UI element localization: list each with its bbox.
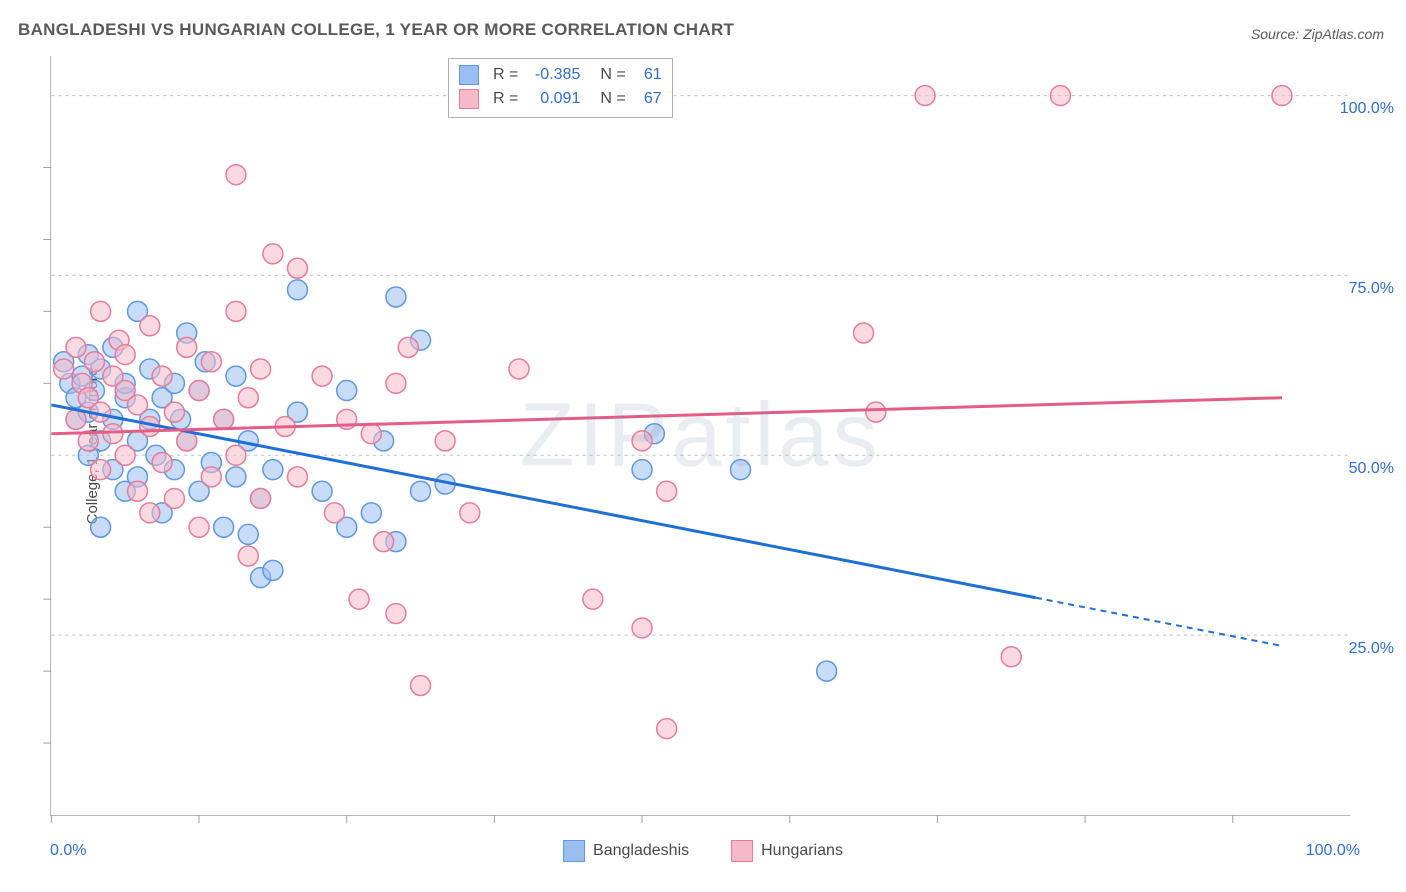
legend-swatch-bangladeshis (563, 840, 585, 862)
correlation-legend: R = -0.385 N = 61 R = 0.091 N = 67 (448, 58, 673, 118)
n-label: N = (600, 90, 625, 108)
bottom-legend: Bangladeshis Hungarians (563, 840, 843, 862)
y-tick-label: 25.0% (1349, 640, 1394, 658)
x-axis-max-label: 100.0% (1306, 842, 1360, 860)
y-tick-label: 100.0% (1340, 100, 1394, 118)
legend-item-hungarians: Hungarians (731, 840, 843, 862)
n-value-0: 61 (632, 66, 662, 84)
legend-label-hungarians: Hungarians (761, 842, 843, 859)
x-axis-min-label: 0.0% (50, 842, 86, 860)
legend-label-bangladeshis: Bangladeshis (593, 842, 689, 859)
n-label: N = (600, 66, 625, 84)
r-value-1: 0.091 (524, 90, 580, 108)
legend-item-bangladeshis: Bangladeshis (563, 840, 689, 862)
correlation-swatch-0 (459, 65, 479, 85)
n-value-1: 67 (632, 90, 662, 108)
r-label: R = (493, 66, 518, 84)
correlation-row-1: R = 0.091 N = 67 (459, 87, 662, 111)
r-label: R = (493, 90, 518, 108)
legend-swatch-hungarians (731, 840, 753, 862)
source-attribution: Source: ZipAtlas.com (1251, 26, 1384, 42)
y-tick-label: 75.0% (1349, 280, 1394, 298)
correlation-swatch-1 (459, 89, 479, 109)
plot-area: ZIPatlas (50, 56, 1350, 816)
y-tick-label: 50.0% (1349, 460, 1394, 478)
chart-title: BANGLADESHI VS HUNGARIAN COLLEGE, 1 YEAR… (18, 20, 734, 40)
chart-container: BANGLADESHI VS HUNGARIAN COLLEGE, 1 YEAR… (0, 0, 1406, 892)
scatter-plot-svg (51, 56, 1350, 815)
correlation-row-0: R = -0.385 N = 61 (459, 63, 662, 87)
r-value-0: -0.385 (524, 66, 580, 84)
